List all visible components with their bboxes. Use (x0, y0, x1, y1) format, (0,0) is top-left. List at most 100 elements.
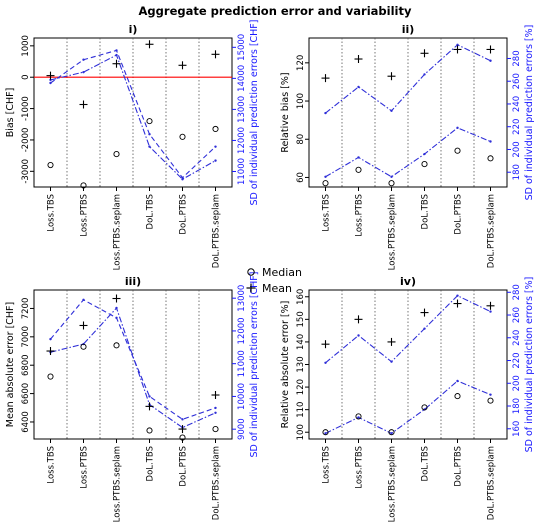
y2-tick-label: 15000 (237, 34, 247, 61)
sd-series-1-point (489, 393, 492, 396)
median-point (179, 133, 186, 140)
y-tick-label: 6400 (21, 411, 31, 433)
y2-tick-label: 12000 (237, 317, 247, 344)
x-tick-label: DoL.PTBS.seplam (487, 446, 497, 520)
mean-point (486, 301, 495, 310)
y-tick-label: 1000 (21, 35, 31, 57)
sd-series-1-line (50, 54, 216, 180)
sd-series-1-point (489, 140, 492, 143)
mean-point (178, 425, 187, 434)
mean-point (145, 402, 154, 411)
mean-point (321, 74, 330, 83)
sd-series-1-point (390, 175, 393, 178)
median-point (388, 429, 395, 436)
mean-point (178, 61, 187, 70)
x-tick-label: Loss.PTBS (80, 194, 90, 237)
y-tick-label: 0 (21, 74, 31, 79)
sd-series-2-point (181, 418, 184, 421)
x-tick-label: DoL.TBS (146, 194, 156, 229)
y-tick-label: 130 (296, 356, 306, 372)
mean-point (79, 321, 88, 330)
sd-series-2-point (214, 145, 217, 148)
sd-series-1-line (325, 127, 491, 178)
sd-series-2-point (115, 49, 118, 52)
sd-series-2-point (181, 176, 184, 179)
median-point (47, 161, 54, 169)
sd-series-2-point (423, 73, 426, 76)
legend-mean-label: Mean (262, 282, 292, 295)
median-point (355, 166, 362, 173)
y-tick-label: 6800 (21, 354, 31, 376)
median-point (322, 180, 329, 187)
x-tick-label: Loss.TBS (47, 194, 57, 232)
sd-series-2-point (82, 298, 85, 302)
median-point (454, 147, 461, 154)
sd-series-2-point (82, 58, 85, 61)
sd-series-1-point (324, 432, 327, 435)
y2-tick-label: 220 (512, 119, 522, 135)
mean-point (321, 340, 330, 349)
y-tick-label: -1000 (21, 96, 31, 121)
y-tick-label: 100 (296, 424, 306, 440)
median-point (146, 427, 153, 434)
y2-tick-label: 240 (512, 330, 522, 346)
y2-tick-label: 200 (512, 375, 522, 391)
sd-series-2-point (324, 111, 327, 115)
median-point (388, 180, 395, 187)
y-tick-label: 110 (296, 402, 306, 418)
figure-title: Aggregate prediction error and variabili… (139, 4, 412, 18)
x-tick-label: Loss.PTBS.seplam (388, 446, 398, 522)
y-tick-label: -3000 (21, 159, 31, 184)
x-tick-label: DoL.PTBS.seplam (487, 194, 497, 268)
mean-point (387, 337, 396, 346)
y2-tick-label: 9000 (237, 418, 247, 440)
mean-point (453, 45, 462, 54)
sd-series-2-line (325, 295, 491, 364)
y2-tick-label: 180 (512, 164, 522, 180)
median-point (113, 151, 120, 158)
sd-series-1-point (456, 379, 459, 383)
y-tick-label: 150 (296, 311, 306, 327)
x-tick-label: Loss.PTBS (355, 194, 365, 237)
sd-series-1-point (115, 306, 118, 310)
median-point (212, 125, 219, 133)
sd-series-1-point (82, 70, 85, 74)
sd-series-2-point (456, 43, 459, 47)
panel-ii: ii) 60 80 100 120 180 200 220 240 260 280 Relative … (280, 23, 535, 270)
sd-series-2-point (390, 109, 393, 112)
x-tick-label: DoL.TBS (421, 194, 431, 229)
mean-point (46, 71, 55, 80)
sd-series-1-point (357, 156, 360, 159)
sd-series-2-point (423, 327, 426, 330)
y2-tick-label: 180 (512, 398, 522, 414)
x-tick-label: DoL.PTBS (454, 446, 464, 487)
sd-series-2-point (49, 81, 52, 85)
sd-series-1-point (357, 416, 360, 419)
sd-series-1-point (214, 159, 217, 162)
panel-title: i) (129, 23, 138, 36)
y2-tick-label: 260 (512, 307, 522, 323)
y2-axis-label: SD of individual prediction errors [CHF] (249, 20, 260, 206)
x-tick-label: Loss.TBS (322, 446, 332, 484)
sd-series-1-line (325, 380, 491, 434)
y2-tick-label: 220 (512, 352, 522, 368)
y2-axis-label: SD of individual prediction errors [CHF] (249, 272, 260, 458)
mean-point (453, 299, 462, 308)
sd-series-2-point (357, 334, 360, 337)
x-tick-label: DoL.PTBS (179, 194, 189, 235)
x-tick-label: Loss.PTBS.seplam (113, 446, 123, 522)
sd-series-1-point (423, 152, 426, 156)
sd-series-2-point (214, 406, 217, 410)
sd-series-2-line (325, 44, 491, 114)
y2-tick-label: 280 (512, 50, 522, 66)
y-tick-label: -2000 (21, 128, 31, 153)
mean-point (420, 49, 429, 58)
mean-point (354, 315, 363, 324)
sd-series-2-point (357, 85, 360, 89)
mean-point (112, 294, 121, 303)
y-tick-label: 120 (296, 55, 306, 71)
panel-iii: iii) 6400 6600 6800 7000 7200 9000 10000 11000 12… (5, 272, 260, 523)
y2-tick-label: 11000 (237, 350, 247, 377)
mean-point (387, 72, 396, 81)
